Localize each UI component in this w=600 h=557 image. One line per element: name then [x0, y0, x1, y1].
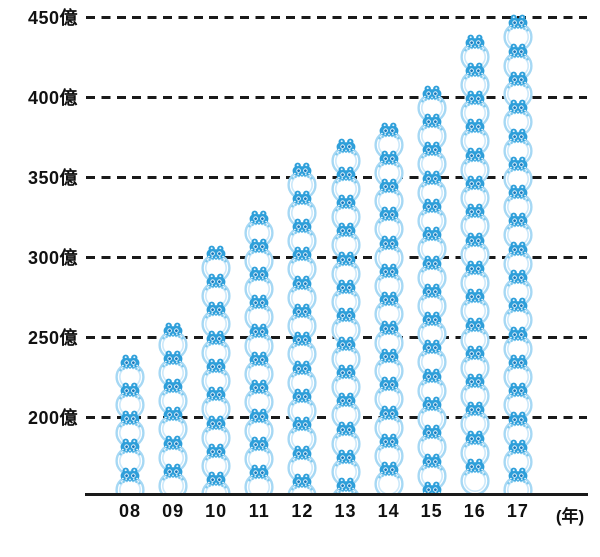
x-axis-label-08: 08 [118, 501, 142, 521]
x-axis-label-14: 14 [377, 501, 400, 521]
y-axis-tick-label: 200億 [27, 407, 78, 428]
x-axis-label-16: 16 [463, 501, 486, 521]
coin-purse-icon [373, 461, 404, 494]
coin-purse-icon [201, 471, 231, 494]
bar-year-14 [371, 121, 407, 494]
x-axis-label-10: 10 [205, 501, 228, 521]
coin-purse-icon [460, 458, 490, 494]
bar-year-17 [500, 14, 536, 494]
bar-year-15 [414, 84, 450, 494]
coin-purse-icon [503, 467, 533, 494]
coin-purse-icon [244, 464, 274, 494]
coin-purse-icon [287, 472, 317, 494]
y-axis-tick-label: 250億 [27, 327, 78, 348]
bar-year-08 [112, 353, 148, 494]
x-axis-label-17: 17 [506, 501, 529, 521]
bar-year-16 [457, 33, 493, 494]
x-axis-label-12: 12 [291, 501, 314, 521]
gridline-450 [86, 16, 587, 20]
bar-year-10 [198, 244, 234, 494]
bar-year-11 [241, 209, 277, 494]
bar-year-09 [155, 321, 191, 494]
y-axis-tick-label: 450億 [27, 7, 78, 28]
x-axis-unit-label: (年) [555, 507, 585, 526]
bar-year-13 [328, 137, 364, 494]
y-axis-tick-label: 400億 [27, 87, 78, 108]
coin-purse-icon [115, 466, 145, 494]
coin-purse-icon [330, 477, 361, 494]
coin-purse-icon [158, 463, 188, 494]
x-axis-label-09: 09 [162, 501, 185, 521]
x-axis-line [85, 493, 588, 496]
x-axis-label-15: 15 [420, 501, 443, 521]
x-axis-label-13: 13 [334, 501, 357, 521]
y-axis-tick-label: 300億 [27, 247, 78, 268]
bar-year-12 [284, 161, 320, 494]
gridline-400 [86, 96, 587, 100]
x-axis-label-11: 11 [248, 501, 270, 521]
y-axis-tick-label: 350億 [27, 167, 78, 188]
